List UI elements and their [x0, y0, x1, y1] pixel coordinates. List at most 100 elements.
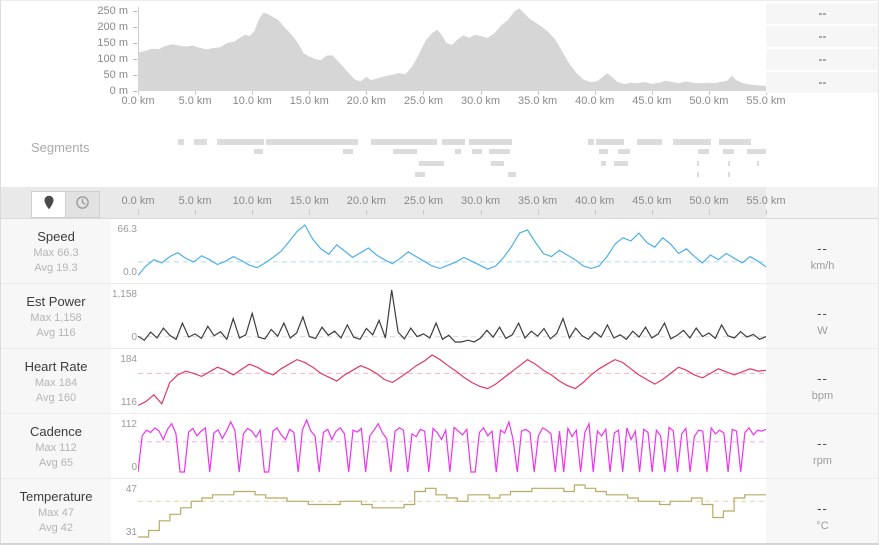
heart_rate-label-panel: Heart Rate Max 184 Avg 160 — [1, 349, 111, 413]
segment-bar[interactable] — [489, 149, 510, 154]
cadence-chart[interactable] — [138, 414, 766, 476]
est_power-chart[interactable] — [138, 284, 766, 346]
segment-bar[interactable] — [472, 149, 482, 154]
segment-bar[interactable] — [266, 139, 358, 145]
heart_rate-chart[interactable] — [138, 349, 766, 411]
toolbar-x-tick-label: 15.0 km — [289, 195, 329, 207]
toolbar-x-tick-label: 50.0 km — [689, 195, 729, 207]
chart-toolbar: 0.0 km 5.0 km 10.0 km 15.0 km 20.0 km 25.0 km… — [1, 187, 878, 219]
elevation-x-tick-label: 45.0 km — [632, 95, 672, 107]
segment-bar[interactable] — [599, 149, 608, 154]
heart_rate-title: Heart Rate — [24, 359, 88, 374]
segment-bar[interactable] — [596, 139, 624, 145]
elevation-x-tick-label: 35.0 km — [518, 95, 558, 107]
elevation-stat-value: -- — [766, 26, 878, 47]
elevation-section: 250 m 200 m 150 m 100 m 50 m 0 m 0.0 km 5.0 km… — [1, 1, 878, 113]
segment-bar[interactable] — [491, 161, 504, 166]
elevation-y-tick — [133, 11, 137, 12]
segment-bar[interactable] — [194, 139, 207, 145]
toolbar-x-tick-label: 55.0 km — [746, 195, 786, 207]
segment-bar[interactable] — [757, 161, 759, 166]
segment-bar[interactable] — [178, 139, 184, 145]
segment-bar[interactable] — [601, 161, 606, 166]
elevation-x-tick-label: 5.0 km — [178, 95, 212, 107]
temperature-value-panel: -- °C — [766, 479, 878, 543]
segment-bar[interactable] — [419, 161, 444, 166]
segment-bar[interactable] — [588, 139, 594, 145]
elevation-x-tick-tick — [423, 91, 425, 95]
segment-bar[interactable] — [698, 149, 709, 154]
elevation-x-tick-label: 10.0 km — [232, 95, 272, 107]
toolbar-x-tick-label: 10.0 km — [232, 195, 272, 207]
elevation-stat-value: -- — [766, 72, 878, 93]
segment-bar[interactable] — [673, 139, 711, 145]
segment-bar[interactable] — [618, 149, 630, 154]
segments-section: Segments — [1, 113, 878, 187]
time-mode-button[interactable] — [66, 191, 100, 218]
speed-avg-label: Avg 19.3 — [34, 262, 78, 274]
speed-unit: km/h — [810, 260, 835, 272]
elevation-y-tick-label: 0 m — [109, 85, 128, 97]
est_power-ymin-label: 0 — [131, 332, 137, 343]
toolbar-x-tick-tick — [537, 210, 539, 215]
toolbar-x-tick-label: 30.0 km — [460, 195, 501, 207]
toolbar-x-tick-label: 5.0 km — [178, 195, 212, 207]
segment-bar[interactable] — [455, 149, 461, 154]
elevation-chart[interactable] — [138, 6, 766, 92]
toolbar-x-tick-label: 35.0 km — [518, 195, 558, 207]
speed-current-value: -- — [817, 241, 828, 256]
est_power-current-value: -- — [817, 306, 828, 321]
speed-ymax-label: 66.3 — [117, 224, 137, 235]
segment-bar[interactable] — [614, 161, 628, 166]
segment-bar[interactable] — [719, 139, 751, 145]
segment-bar[interactable] — [697, 161, 699, 166]
toolbar-x-tick-tick — [195, 210, 197, 215]
segment-bar[interactable] — [254, 149, 263, 154]
est_power-title: Est Power — [26, 294, 86, 309]
segment-bar[interactable] — [442, 139, 465, 145]
distance-mode-button[interactable] — [31, 191, 66, 218]
segment-bar[interactable] — [697, 172, 699, 177]
segment-bar[interactable] — [393, 149, 417, 154]
segment-bar[interactable] — [217, 139, 264, 145]
heart_rate-avg-label: Avg 160 — [35, 392, 77, 404]
cadence-max-label: Max 112 — [35, 442, 77, 454]
segment-bar[interactable] — [371, 139, 437, 145]
temperature-chart[interactable] — [138, 479, 766, 541]
elevation-y-tick-label: 100 m — [97, 53, 128, 65]
speed-row: Speed Max 66.3 Avg 19.3 66.3 0.0 -- km/h — [1, 219, 878, 284]
segment-bar[interactable] — [415, 172, 425, 177]
elevation-y-tick — [133, 27, 137, 28]
segment-bar[interactable] — [469, 139, 512, 145]
elevation-y-axis-line — [138, 7, 139, 92]
est_power-unit: W — [817, 325, 828, 337]
elevation-stats-panel: -- -- -- -- — [766, 3, 878, 95]
temperature-avg-label: Avg 42 — [38, 522, 74, 534]
clock-icon — [75, 195, 90, 215]
elevation-x-tick-label: 55.0 km — [746, 95, 786, 107]
segment-bar[interactable] — [343, 149, 353, 154]
est_power-max-label: Max 1,158 — [30, 312, 82, 324]
segment-bar[interactable] — [728, 172, 730, 177]
segment-bar[interactable] — [637, 139, 662, 145]
speed-chart[interactable] — [138, 219, 766, 281]
toolbar-x-tick-tick — [651, 210, 653, 215]
segment-bar[interactable] — [728, 161, 730, 166]
cadence-unit: rpm — [813, 455, 832, 467]
cadence-ymax-label: 112 — [121, 419, 137, 430]
elevation-x-tick-tick — [594, 91, 596, 95]
segment-bar[interactable] — [508, 172, 516, 177]
segment-bar[interactable] — [747, 149, 766, 154]
toolbar-x-tick-tick — [138, 210, 139, 215]
heart_rate-value-panel: -- bpm — [766, 349, 878, 413]
segment-bar[interactable] — [723, 149, 734, 154]
toolbar-x-tick-tick — [252, 210, 254, 215]
speed-ymin-label: 0.0 — [123, 267, 137, 278]
elevation-x-tick-tick — [366, 91, 368, 95]
elevation-x-tick-tick — [537, 91, 539, 95]
elevation-x-tick-tick — [252, 91, 254, 95]
heart_rate-max-label: Max 184 — [34, 377, 78, 389]
elevation-x-tick-label: 25.0 km — [403, 95, 444, 107]
toolbar-x-tick-tick — [766, 210, 767, 215]
